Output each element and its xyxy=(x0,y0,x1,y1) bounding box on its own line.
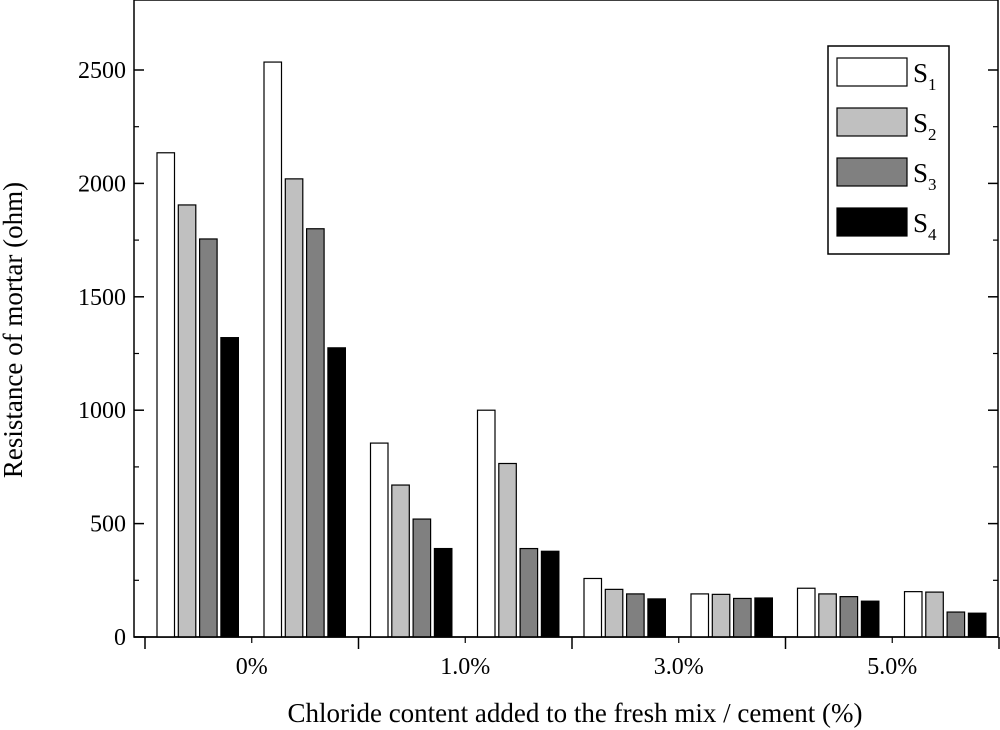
bar-s3 xyxy=(306,228,325,638)
bar-s3 xyxy=(519,547,539,638)
bar-s3 xyxy=(412,518,432,638)
x-axis-title: Chloride content added to the fresh mix … xyxy=(287,698,862,728)
bar-s3 xyxy=(732,597,752,638)
bar-s1 xyxy=(369,442,389,638)
legend-swatch-s1 xyxy=(836,57,908,87)
x-tick-label: 3.0% xyxy=(654,654,704,680)
bar-s1 xyxy=(156,152,176,638)
bar-s1 xyxy=(263,61,283,638)
y-tick-label: 2500 xyxy=(78,58,126,84)
legend-swatch-s2 xyxy=(836,107,908,137)
legend-subscript: 1 xyxy=(928,75,937,94)
x-tick-label: 1.0% xyxy=(440,654,490,680)
bar-s4 xyxy=(540,550,560,638)
y-tick-label: 1500 xyxy=(78,285,126,311)
bar-s1 xyxy=(690,593,710,638)
bar-s4 xyxy=(647,598,667,638)
y-tick-label: 0 xyxy=(114,625,126,651)
y-tick-label: 500 xyxy=(90,512,126,538)
bar-s1 xyxy=(796,587,816,638)
bar-s4 xyxy=(327,347,346,638)
bar-s3 xyxy=(946,611,966,638)
bar-s4 xyxy=(754,597,774,638)
x-axis: 0% 1.0% 3.0% 5.0% xyxy=(134,636,1000,680)
bar-s4 xyxy=(860,600,880,638)
bar-s2 xyxy=(177,204,197,638)
bar-s3 xyxy=(625,593,645,638)
bar-s4 xyxy=(433,547,453,638)
legend-swatch-s4 xyxy=(836,207,908,237)
bar-s2 xyxy=(498,462,517,638)
bar-s2 xyxy=(711,593,731,638)
y-axis-title: Resistance of mortar (ohm) xyxy=(0,182,28,478)
y-tick-label: 2000 xyxy=(78,171,126,197)
legend-swatch-s3 xyxy=(836,157,908,187)
bar-s1 xyxy=(583,577,603,638)
bar-s4 xyxy=(967,612,987,638)
bar-s1 xyxy=(476,409,496,638)
bar-s1 xyxy=(903,591,923,638)
x-tick-label: 0% xyxy=(236,654,268,680)
bars-layer xyxy=(156,61,987,638)
bar-s3 xyxy=(839,596,859,638)
bar-s2 xyxy=(284,178,304,638)
y-axis: 0 500 1000 1500 2000 2500 xyxy=(78,58,998,651)
bar-s2 xyxy=(925,591,944,638)
legend-subscript: 2 xyxy=(928,125,937,144)
bar-s2 xyxy=(818,593,837,638)
bar-s2 xyxy=(604,588,624,638)
bar-s3 xyxy=(199,238,218,638)
y-tick-label: 1000 xyxy=(78,398,126,424)
legend-subscript: 3 xyxy=(928,175,937,194)
legend-subscript: 4 xyxy=(928,225,937,244)
bar-s2 xyxy=(391,484,410,638)
bar-s4 xyxy=(220,337,239,638)
x-tick-label: 5.0% xyxy=(867,654,917,680)
